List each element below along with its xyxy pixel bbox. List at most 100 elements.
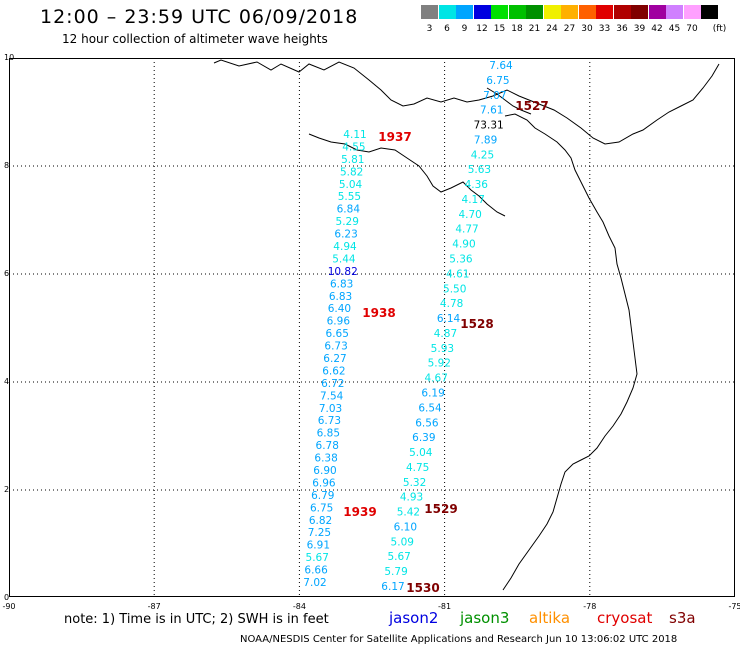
legend-swatch	[561, 5, 578, 19]
wave-height-value: 5.93	[431, 343, 454, 355]
longitude-label: -84	[292, 602, 306, 611]
wave-height-value: 5.04	[409, 447, 433, 459]
wave-height-value: 7.07	[483, 90, 506, 102]
longitude-label: -78	[583, 602, 597, 611]
wave-height-value: 4.70	[458, 209, 481, 221]
pass-time-label: 1529	[424, 502, 457, 516]
pass-time-label: 1938	[362, 306, 395, 320]
wave-height-value: 7.61	[480, 105, 503, 117]
wave-height-value: 5.81	[341, 154, 364, 166]
chart-subtitle: 12 hour collection of altimeter wave hei…	[62, 32, 328, 46]
longitude-label: -87	[147, 602, 161, 611]
wave-height-value: 6.75	[310, 502, 333, 514]
legend-swatch	[666, 5, 683, 19]
wave-height-value: 4.25	[471, 149, 494, 161]
wave-height-value: 6.85	[317, 428, 340, 440]
wave-height-value: 7.64	[489, 60, 513, 72]
longitude-label: -75	[728, 602, 740, 611]
legend-swatch	[456, 5, 473, 19]
wave-height-value: 5.67	[306, 552, 329, 564]
wave-height-value: 6.73	[318, 415, 341, 427]
wave-height-value: 6.40	[328, 303, 351, 315]
legend-swatch	[631, 5, 648, 19]
wave-height-value: 6.84	[337, 204, 361, 216]
legend-label: 21	[528, 24, 541, 34]
wave-height-value: 6.27	[323, 353, 346, 365]
legend-swatch	[543, 5, 561, 19]
legend-swatch	[578, 5, 596, 19]
wave-height-value: 6.65	[326, 328, 349, 340]
wave-height-value: 5.67	[387, 551, 410, 563]
wave-height-value: 5.09	[391, 536, 414, 548]
pass-time-label: 1530	[406, 581, 439, 595]
wave-height-value: 4.90	[452, 239, 475, 251]
wave-height-value: 5.42	[397, 507, 420, 519]
wave-height-value: 6.75	[486, 75, 509, 87]
wave-height-value: 7.03	[319, 403, 342, 415]
wave-height-value: 5.79	[384, 566, 407, 578]
legend-label: 70	[686, 24, 698, 34]
wave-height-value: 6.91	[307, 540, 330, 552]
wave-height-value: 73.31	[474, 120, 504, 132]
pass-time-label: 1937	[378, 130, 411, 144]
legend-swatch	[421, 5, 438, 19]
wave-height-value: 6.83	[329, 291, 352, 303]
legend-label: 27	[563, 24, 576, 34]
footer-credit: NOAA/NESDIS Center for Satellite Applica…	[240, 634, 678, 645]
wave-height-value: 5.63	[468, 164, 491, 176]
satellite-jason2: jason2	[389, 609, 439, 627]
map-border	[9, 58, 735, 597]
wave-height-value: 6.39	[412, 432, 435, 444]
legend-label: 45	[668, 24, 681, 34]
coastline-inlet	[486, 87, 532, 115]
legend-label: 15	[493, 24, 506, 34]
chart-title: 12:00 – 23:59 UTC 06/09/2018	[40, 6, 359, 28]
legend-swatch	[526, 5, 543, 19]
wave-height-value: 4.78	[440, 298, 463, 310]
legend-swatch	[648, 5, 666, 19]
wave-height-value: 6.14	[437, 313, 461, 325]
wave-height-value: 5.32	[403, 477, 426, 489]
wave-height-value: 10.82	[328, 266, 358, 278]
wave-height-value: 6.19	[421, 387, 444, 399]
wave-height-value: 4.77	[455, 224, 478, 236]
legend-label: 24	[546, 24, 558, 34]
wave-height-value: 4.11	[343, 129, 366, 141]
wave-height-value: 6.72	[321, 378, 344, 390]
footer-note: note: 1) Time is in UTC; 2) SWH is in fe…	[64, 612, 329, 627]
legend-label: 18	[511, 24, 523, 34]
legend-label: 3	[426, 24, 433, 34]
wave-height-value: 5.44	[332, 253, 356, 265]
wave-height-value: 4.55	[342, 141, 365, 153]
wave-height-value: 5.29	[336, 216, 359, 228]
wave-height-value: 6.96	[312, 477, 336, 489]
wave-height-value: 7.25	[308, 527, 331, 539]
legend-swatch	[596, 5, 613, 19]
latitude-label: 10	[4, 53, 15, 62]
wave-height-value: 6.82	[309, 515, 332, 527]
wave-height-value: 4.36	[465, 179, 489, 191]
coastline-north	[213, 59, 720, 145]
legend-unit: (ft)	[712, 24, 727, 34]
map-frame: 4.114.555.815.825.045.556.845.296.234.94…	[9, 58, 735, 597]
wave-height-value: 4.61	[446, 268, 469, 280]
satellite-cryosat: cryosat	[597, 609, 653, 627]
satellite-s3a: s3a	[669, 609, 696, 627]
wave-height-value: 6.54	[418, 402, 442, 414]
legend-label: 6	[444, 24, 450, 34]
latitude-label: 2	[4, 485, 10, 494]
wave-height-value: 6.78	[316, 440, 339, 452]
wave-height-value: 7.54	[320, 390, 344, 402]
wave-height-value: 4.17	[462, 194, 485, 206]
legend-label: 39	[633, 24, 646, 34]
coastline-west	[308, 133, 506, 217]
wave-height-value: 5.50	[443, 283, 466, 295]
wave-height-value: 4.67	[425, 373, 448, 385]
wave-height-value: 6.17	[381, 581, 404, 593]
wave-height-value: 4.94	[333, 241, 357, 253]
wave-height-value: 6.73	[324, 341, 347, 353]
legend-label: 33	[598, 24, 611, 34]
wave-height-value: 7.89	[474, 134, 497, 146]
wave-height-value: 6.56	[415, 417, 439, 429]
wave-height-value: 5.55	[338, 191, 361, 203]
